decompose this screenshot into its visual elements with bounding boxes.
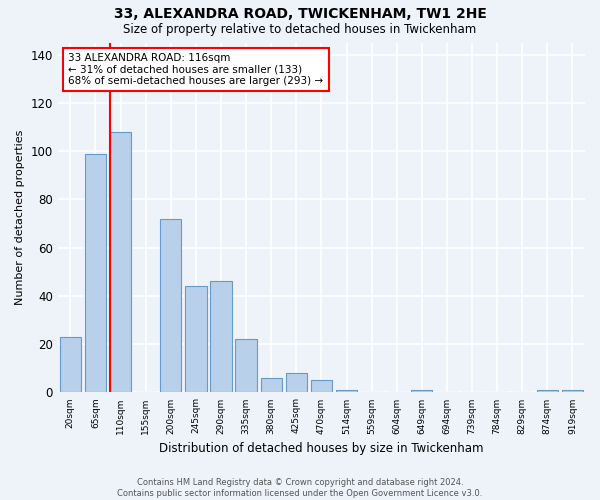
Y-axis label: Number of detached properties: Number of detached properties [15, 130, 25, 305]
Bar [336, 390, 357, 392]
Bar [59, 337, 81, 392]
Text: Size of property relative to detached houses in Twickenham: Size of property relative to detached ho… [124, 22, 476, 36]
Bar [562, 390, 583, 392]
Bar [411, 390, 433, 392]
Bar [160, 218, 181, 392]
Text: 33, ALEXANDRA ROAD, TWICKENHAM, TW1 2HE: 33, ALEXANDRA ROAD, TWICKENHAM, TW1 2HE [113, 8, 487, 22]
Bar [536, 390, 558, 392]
Bar [85, 154, 106, 392]
Bar [185, 286, 206, 393]
Bar [311, 380, 332, 392]
Bar [286, 373, 307, 392]
Bar [235, 340, 257, 392]
X-axis label: Distribution of detached houses by size in Twickenham: Distribution of detached houses by size … [159, 442, 484, 455]
Bar [110, 132, 131, 392]
Bar [211, 282, 232, 393]
Text: 33 ALEXANDRA ROAD: 116sqm
← 31% of detached houses are smaller (133)
68% of semi: 33 ALEXANDRA ROAD: 116sqm ← 31% of detac… [68, 53, 323, 86]
Bar [260, 378, 282, 392]
Text: Contains HM Land Registry data © Crown copyright and database right 2024.
Contai: Contains HM Land Registry data © Crown c… [118, 478, 482, 498]
